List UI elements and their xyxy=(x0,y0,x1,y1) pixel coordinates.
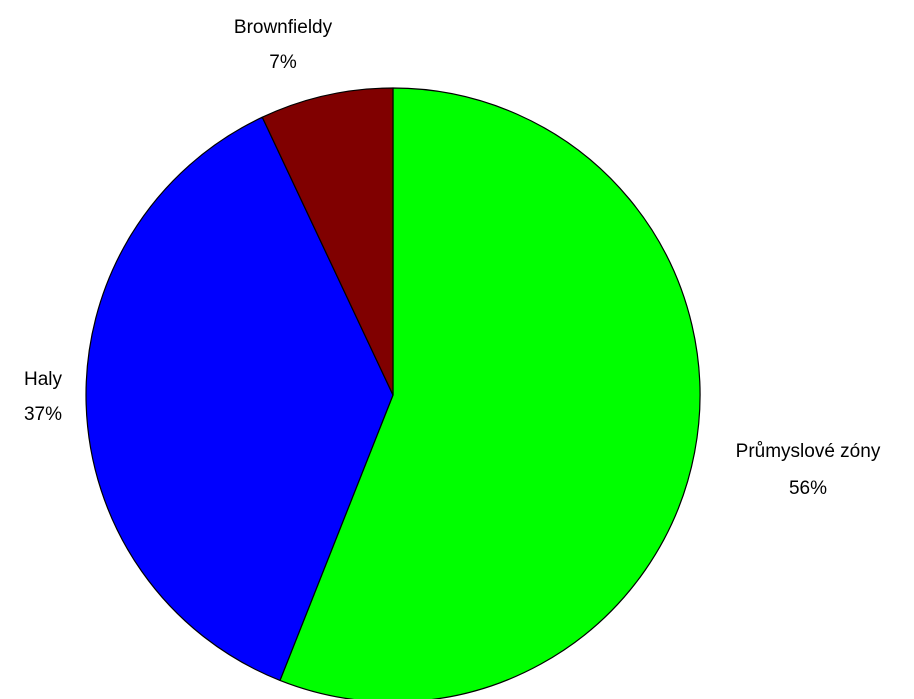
slice-value-prumyslove-zony: 56% xyxy=(789,478,827,499)
slice-label-haly: Haly xyxy=(24,369,63,390)
pie-labels: Průmyslové zóny 56% Haly 37% Brownfieldy 7% xyxy=(24,17,881,499)
pie-slice-haly xyxy=(85,116,394,682)
slice-label-brownfieldy: Brownfieldy xyxy=(234,17,333,38)
pie-slices xyxy=(85,87,701,699)
slice-value-haly: 37% xyxy=(24,404,62,425)
slice-label-prumyslove-zony: Průmyslové zóny xyxy=(736,441,881,462)
pie-slice-brownfieldy xyxy=(261,87,394,396)
slice-value-brownfieldy: 7% xyxy=(269,52,297,73)
